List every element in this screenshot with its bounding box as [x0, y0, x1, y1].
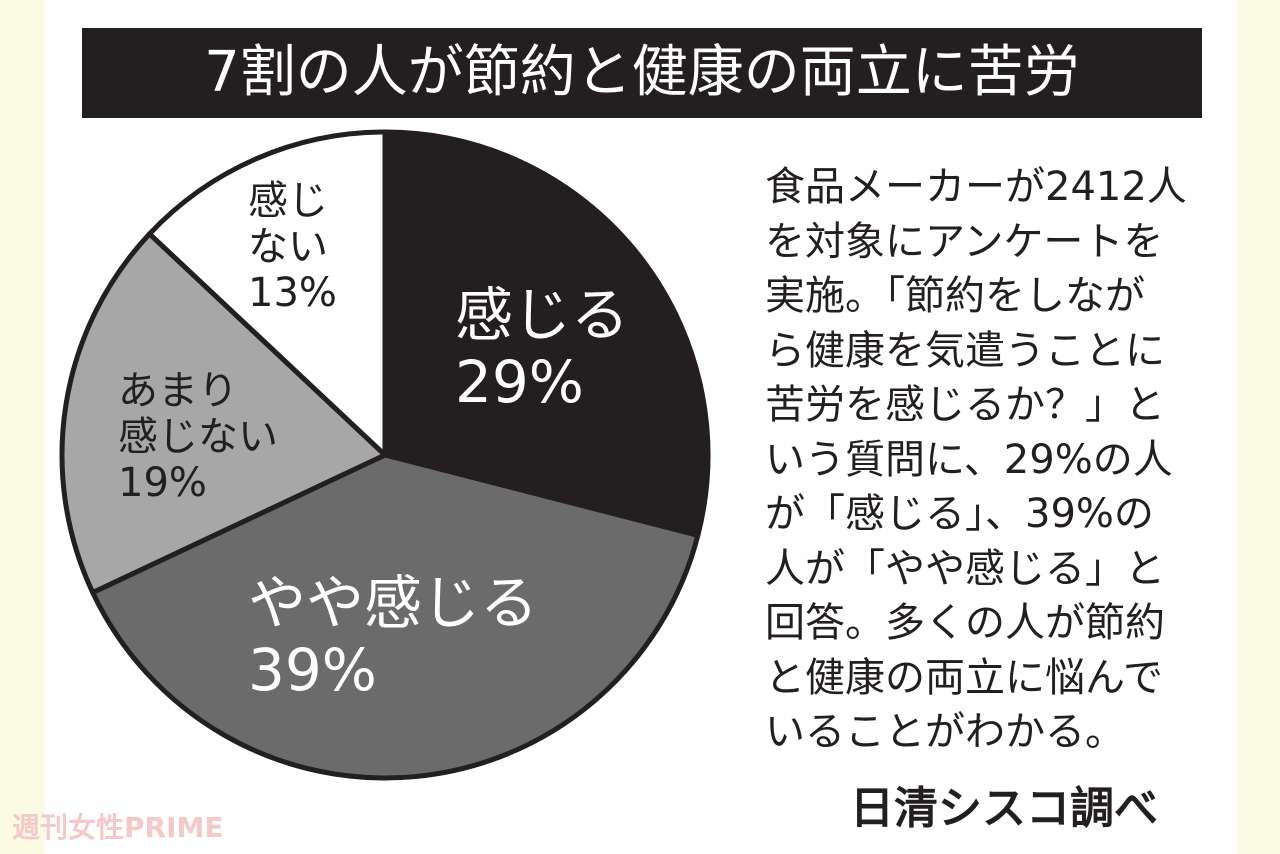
pie-slice — [90, 452, 701, 781]
pie-slice — [147, 129, 388, 458]
pie-slice — [382, 129, 711, 538]
chart-title: 7割の人が節約と健康の両立に苦労 — [82, 28, 1202, 118]
watermark: 週刊女性PRIME — [12, 811, 224, 844]
value-label: 19% — [118, 460, 207, 506]
category-label: あまり 感じない — [118, 368, 278, 460]
value-label: 29% — [455, 347, 584, 416]
value-label: 13% — [248, 270, 337, 316]
value-label: 39% — [248, 635, 377, 704]
slice-label: 感じ ない 13% — [248, 178, 337, 316]
category-label: 感じる — [455, 281, 630, 349]
category-label: 感じ ない — [248, 178, 328, 270]
pie-slice — [59, 231, 388, 596]
slice-label: やや感じる 39% — [248, 570, 538, 703]
description: 食品メーカーが2412人 を対象にアンケートを 実施。「節約をしなが ら健康を気… — [765, 164, 1187, 755]
slice-label: 感じる 29% — [455, 282, 629, 415]
source: 日清シスコ調べ — [850, 783, 1158, 834]
category-label: やや感じる — [248, 569, 539, 637]
slice-label: あまり 感じない 19% — [118, 368, 278, 506]
